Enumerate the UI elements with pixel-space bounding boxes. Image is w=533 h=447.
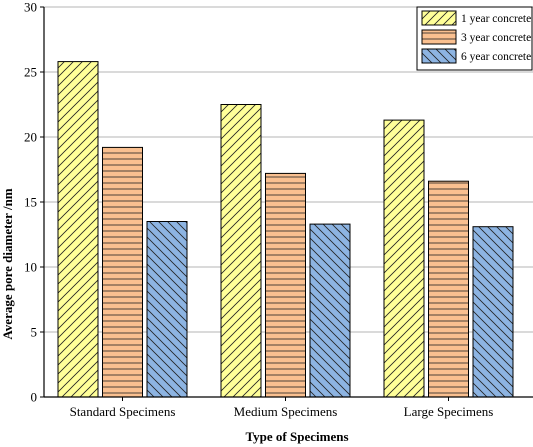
bar-6-year-concrete-medium-specimens bbox=[309, 223, 351, 398]
legend-swatch bbox=[421, 29, 457, 45]
bar-1-year-concrete-large-specimens bbox=[383, 119, 425, 398]
y-tick-label: 5 bbox=[31, 325, 38, 340]
bar-3-year-concrete-large-specimens bbox=[428, 180, 469, 398]
bar-1-year-concrete-standard-specimens bbox=[57, 61, 99, 398]
x-tick-label: Standard Specimens bbox=[70, 404, 176, 419]
bar-1-year-concrete-medium-specimens bbox=[220, 104, 262, 398]
y-tick-label: 0 bbox=[31, 390, 38, 405]
legend-label: 6 year concrete bbox=[461, 51, 531, 63]
legend-label: 3 year concrete bbox=[461, 32, 531, 44]
y-tick-label: 10 bbox=[24, 260, 37, 275]
legend-swatch bbox=[421, 48, 457, 64]
bar-3-year-concrete-medium-specimens bbox=[265, 172, 306, 398]
bar-6-year-concrete-standard-specimens bbox=[146, 221, 188, 398]
tick-labels: 0 5 10 15 20 25 30 Standard Specimens Medium Spe… bbox=[24, 0, 493, 419]
y-axis-title: Average pore diameter /nm bbox=[0, 188, 15, 339]
bar-3-year-concrete-standard-specimens bbox=[102, 146, 143, 398]
legend-label: 1 year concrete bbox=[461, 13, 531, 25]
y-tick-label: 20 bbox=[24, 130, 37, 145]
legend-swatch bbox=[421, 10, 457, 26]
y-tick-label: 25 bbox=[24, 65, 37, 80]
bar-6-year-concrete-large-specimens bbox=[472, 226, 514, 398]
bars bbox=[57, 61, 514, 398]
x-tick-label: Large Specimens bbox=[404, 404, 494, 419]
axes bbox=[40, 6, 533, 401]
y-tick-label: 30 bbox=[24, 0, 37, 15]
y-tick-label: 15 bbox=[24, 195, 37, 210]
legend: 1 year concrete 3 year concrete 6 year con… bbox=[416, 6, 533, 71]
x-tick-label: Medium Specimens bbox=[234, 404, 338, 419]
x-axis-title: Type of Specimens bbox=[245, 429, 348, 444]
